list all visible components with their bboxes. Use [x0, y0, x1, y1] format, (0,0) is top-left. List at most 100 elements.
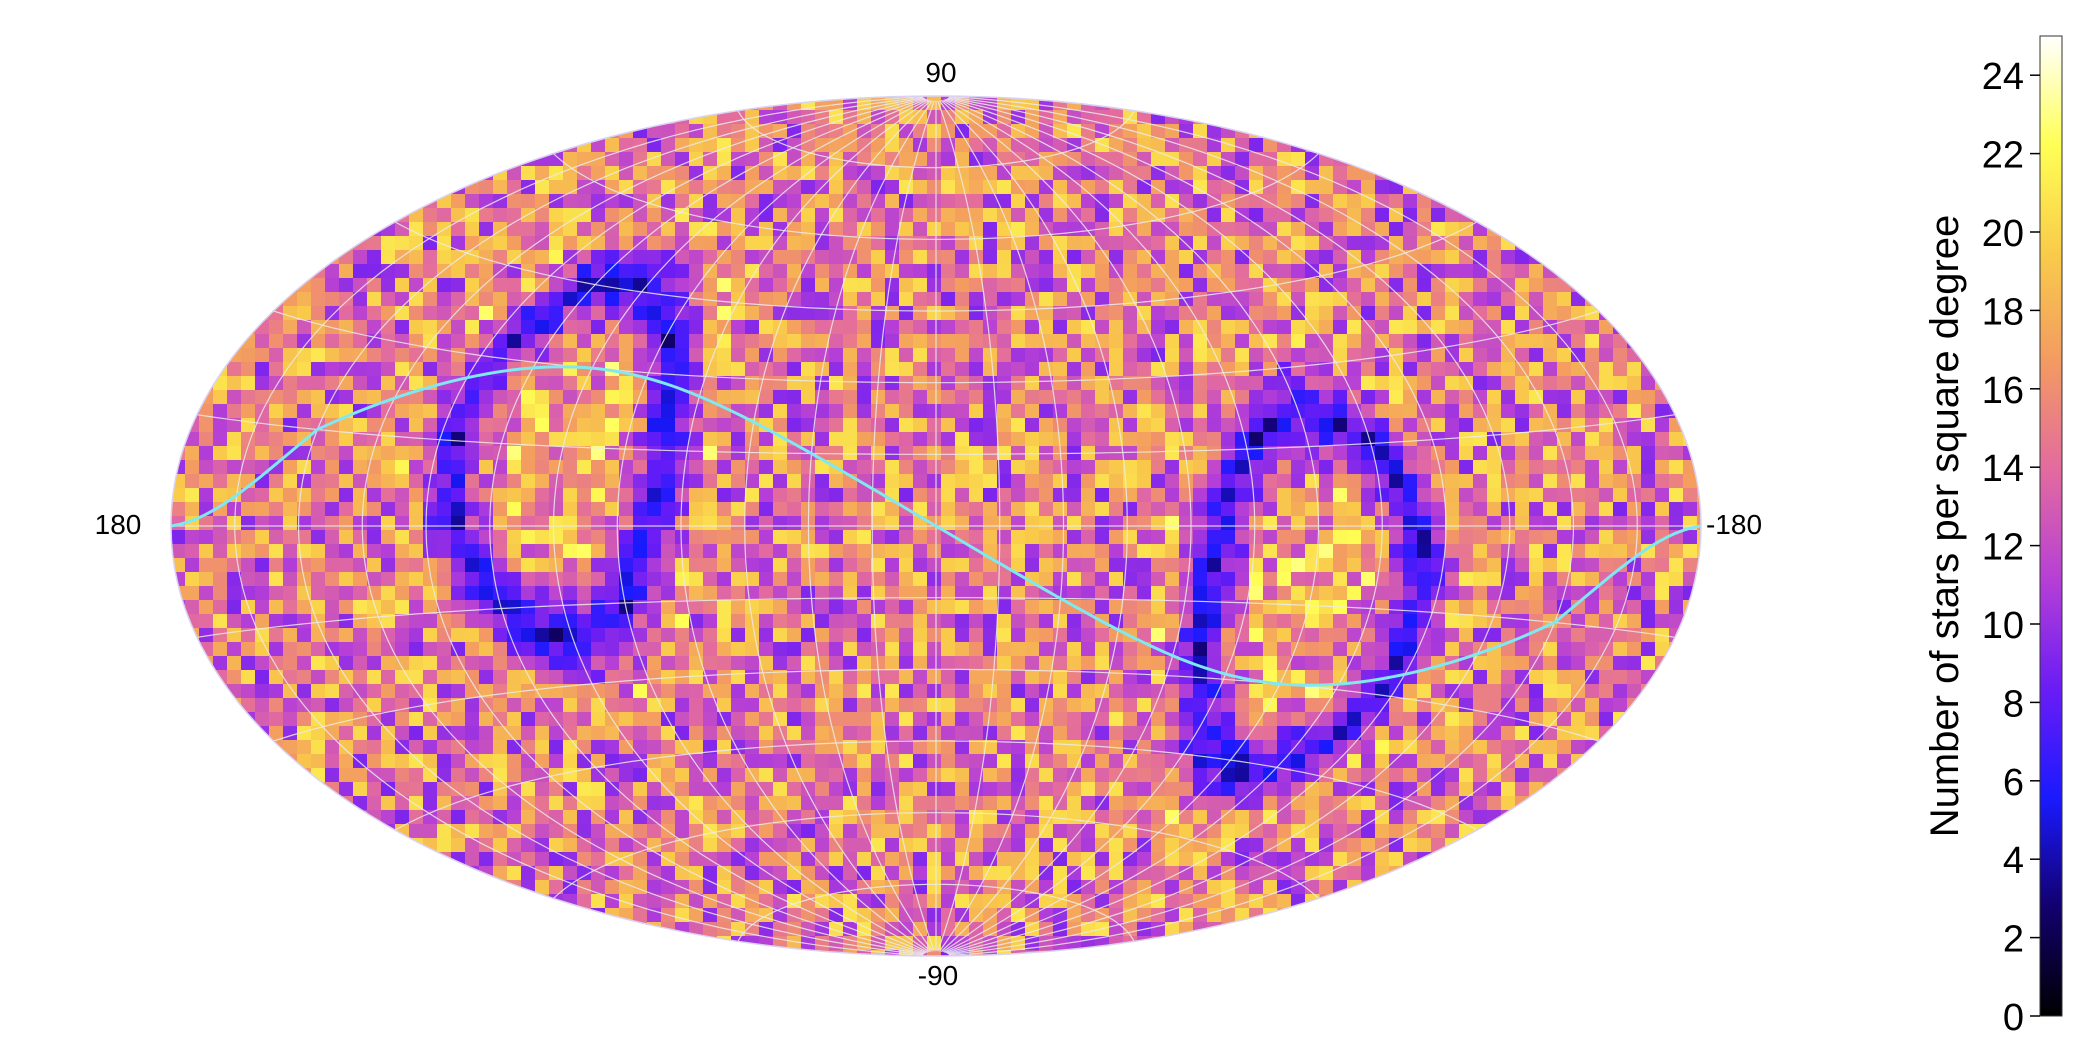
density-pixel [1501, 670, 1516, 685]
density-pixel [1403, 600, 1418, 615]
density-pixel [409, 670, 424, 685]
density-pixel [465, 768, 480, 783]
density-pixel [1431, 642, 1446, 657]
density-pixel [227, 418, 242, 433]
density-pixel [1263, 572, 1278, 587]
density-pixel [479, 824, 494, 839]
density-pixel [1599, 488, 1614, 503]
density-pixel [787, 264, 802, 279]
density-pixel [451, 838, 466, 853]
density-pixel [731, 544, 746, 559]
density-pixel [241, 446, 256, 461]
density-pixel [1067, 460, 1082, 475]
density-pixel [899, 152, 914, 167]
density-pixel [1585, 362, 1600, 377]
density-pixel [1641, 488, 1656, 503]
density-pixel [675, 530, 690, 545]
density-pixel [997, 404, 1012, 419]
density-pixel [1263, 628, 1278, 643]
density-pixel [633, 278, 648, 293]
density-pixel [941, 236, 956, 251]
density-pixel [1529, 740, 1544, 755]
density-pixel [703, 334, 718, 349]
density-pixel [1459, 754, 1474, 769]
density-pixel [927, 390, 942, 405]
density-pixel [1221, 656, 1236, 671]
density-pixel [1347, 712, 1362, 727]
density-pixel [1333, 516, 1348, 531]
density-pixel [1333, 768, 1348, 783]
density-pixel [535, 306, 550, 321]
density-pixel [1459, 796, 1474, 811]
density-pixel [1557, 516, 1572, 531]
density-pixel [885, 600, 900, 615]
density-pixel [1599, 600, 1614, 615]
density-pixel [647, 656, 662, 671]
density-pixel [563, 740, 578, 755]
density-pixel [941, 250, 956, 265]
density-pixel [1235, 488, 1250, 503]
density-pixel [1165, 698, 1180, 713]
density-pixel [1235, 180, 1250, 195]
density-pixel [675, 404, 690, 419]
density-pixel [1403, 558, 1418, 573]
density-pixel [1207, 306, 1222, 321]
density-pixel [1389, 544, 1404, 559]
density-pixel [647, 222, 662, 237]
density-pixel [731, 320, 746, 335]
density-pixel [1193, 320, 1208, 335]
density-pixel [339, 782, 354, 797]
density-pixel [1319, 824, 1334, 839]
density-pixel [1459, 544, 1474, 559]
density-pixel [1067, 404, 1082, 419]
density-pixel [1151, 824, 1166, 839]
density-pixel [353, 432, 368, 447]
density-pixel [1487, 404, 1502, 419]
density-pixel [745, 600, 760, 615]
density-pixel [1221, 642, 1236, 657]
density-pixel [1557, 390, 1572, 405]
density-pixel [1613, 684, 1628, 699]
density-pixel [1011, 712, 1026, 727]
density-pixel [871, 404, 886, 419]
density-pixel [1277, 684, 1292, 699]
density-pixel [689, 474, 704, 489]
density-pixel [1431, 684, 1446, 699]
density-pixel [1361, 754, 1376, 769]
density-pixel [1473, 670, 1488, 685]
density-pixel [493, 376, 508, 391]
density-pixel [451, 586, 466, 601]
density-pixel [1361, 572, 1376, 587]
density-pixel [1361, 600, 1376, 615]
density-pixel [885, 698, 900, 713]
density-pixel [1361, 390, 1376, 405]
density-pixel [885, 502, 900, 517]
density-pixel [787, 348, 802, 363]
density-pixel [1571, 404, 1586, 419]
density-pixel [1557, 600, 1572, 615]
density-pixel [591, 488, 606, 503]
density-pixel [1613, 586, 1628, 601]
density-pixel [1123, 530, 1138, 545]
density-pixel [1277, 418, 1292, 433]
density-pixel [1333, 278, 1348, 293]
density-pixel [633, 530, 648, 545]
density-pixel [1109, 768, 1124, 783]
density-pixel [1417, 250, 1432, 265]
density-pixel [1445, 208, 1460, 223]
density-pixel [1641, 600, 1656, 615]
density-pixel [1207, 292, 1222, 307]
density-pixel [493, 474, 508, 489]
density-pixel [815, 166, 830, 181]
density-pixel [689, 614, 704, 629]
density-pixel [675, 180, 690, 195]
density-pixel [927, 208, 942, 223]
density-pixel [563, 320, 578, 335]
density-pixel [633, 754, 648, 769]
density-pixel [759, 348, 774, 363]
density-pixel [451, 432, 466, 447]
density-pixel [1109, 502, 1124, 517]
density-pixel [1025, 180, 1040, 195]
density-pixel [1067, 796, 1082, 811]
density-pixel [745, 530, 760, 545]
